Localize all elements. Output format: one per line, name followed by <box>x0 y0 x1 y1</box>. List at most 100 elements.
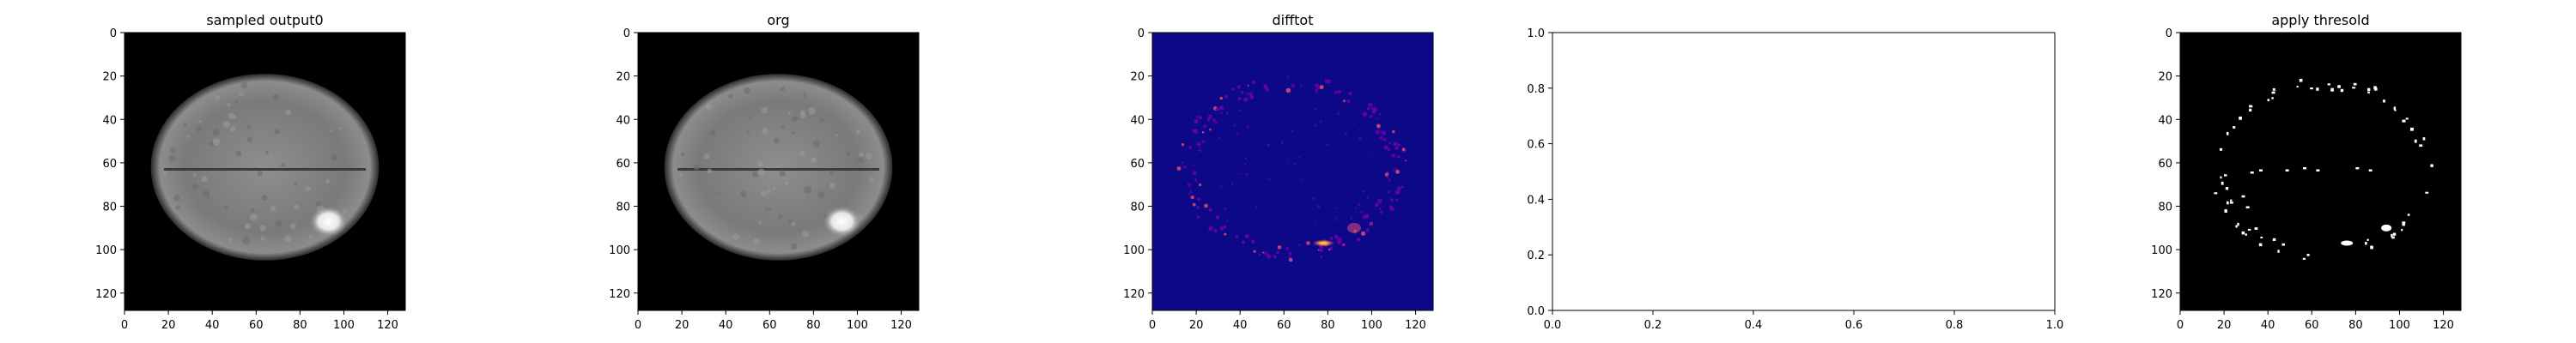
diff-speck <box>1391 153 1396 158</box>
y-tick-label: 120 <box>95 288 117 301</box>
diff-speck <box>1319 85 1324 90</box>
diff-speck <box>1237 96 1242 101</box>
tissue-texture <box>791 222 795 226</box>
mask-blob <box>2381 224 2392 232</box>
diff-speck <box>1267 178 1270 181</box>
tissue-texture <box>780 87 785 92</box>
y-tick-label: 0.6 <box>1527 139 1545 152</box>
tissue-texture <box>222 121 230 129</box>
x-tick-label: 20 <box>675 319 690 332</box>
diff-speck <box>1300 84 1303 87</box>
tissue-texture <box>760 190 767 196</box>
tissue-texture <box>732 233 740 241</box>
diff-speck <box>1243 163 1247 165</box>
x-tick-label: 100 <box>847 319 868 332</box>
tissue-texture <box>173 194 180 202</box>
diff-speck <box>1394 146 1399 150</box>
diff-speck <box>1382 130 1387 135</box>
diff-speck <box>1397 186 1401 191</box>
mask-speck <box>2382 99 2385 103</box>
x-tick-label: 0.0 <box>1544 319 1562 332</box>
x-tick-label: 1.0 <box>2046 319 2064 332</box>
diff-speck <box>1220 111 1224 115</box>
x-tick-label: 0.4 <box>1745 319 1763 332</box>
x-tick-label: 0.6 <box>1845 319 1863 332</box>
diff-speck <box>1317 249 1320 251</box>
diff-speck <box>1199 116 1203 120</box>
tissue-texture <box>728 93 733 99</box>
diff-speck <box>1249 92 1254 96</box>
diff-speck <box>1241 240 1246 244</box>
tissue-texture <box>234 99 239 105</box>
diff-speck <box>1390 198 1394 202</box>
diff-speck <box>1389 207 1394 212</box>
diff-speck <box>1253 250 1256 253</box>
diff-speck <box>1393 141 1398 147</box>
diff-speck <box>1283 180 1285 183</box>
tissue-texture <box>787 111 791 115</box>
diff-speck <box>1315 89 1318 93</box>
diff-speck <box>1244 233 1249 238</box>
diff-speck <box>1329 236 1334 240</box>
tissue-texture <box>209 141 215 147</box>
diff-speck <box>1354 207 1358 209</box>
diff-speck <box>1320 255 1323 258</box>
tissue-texture <box>284 235 292 244</box>
x-tick-label: 20 <box>2217 319 2232 332</box>
diff-speck <box>1288 251 1292 256</box>
diff-speck <box>1286 76 1289 79</box>
diff-speck <box>1394 190 1400 195</box>
diff-speck <box>1190 196 1194 200</box>
diff-speck <box>1201 131 1205 134</box>
diff-speck <box>1384 172 1389 177</box>
tissue-texture <box>819 117 824 123</box>
panel-title: difftot <box>1273 12 1314 28</box>
diff-speck <box>1258 253 1261 256</box>
tissue-texture <box>169 147 176 153</box>
mask-speck <box>2239 116 2242 120</box>
tissue-texture <box>274 129 281 135</box>
diff-speck <box>1401 147 1406 151</box>
tissue-texture <box>845 151 851 156</box>
diff-speck <box>1358 137 1362 141</box>
y-tick-label: 80 <box>102 202 117 214</box>
diff-speck <box>1334 90 1338 94</box>
diff-speck <box>1197 197 1201 202</box>
diff-speck <box>1334 218 1337 221</box>
y-tick-label: 20 <box>102 71 117 84</box>
mask-speck <box>2402 221 2406 224</box>
x-tick-label: 0 <box>121 319 128 332</box>
tissue-texture <box>829 169 834 174</box>
diff-speck <box>1405 159 1407 162</box>
tissue-texture <box>748 117 752 120</box>
y-tick-label: 60 <box>102 158 117 171</box>
diff-speck <box>1203 124 1207 129</box>
axes-frame <box>2179 32 2462 311</box>
diff-speck <box>1226 220 1228 223</box>
diff-speck <box>1225 111 1229 115</box>
tissue-texture <box>784 181 789 185</box>
diff-speck <box>1319 120 1322 123</box>
panel-title: apply thresold <box>2271 12 2369 28</box>
diff-speck <box>1188 146 1193 150</box>
tissue-texture <box>249 214 258 221</box>
tissue-texture <box>801 230 809 238</box>
lesion <box>823 206 861 238</box>
mask-speck <box>2214 192 2218 195</box>
mask-speck <box>2405 117 2409 120</box>
tissue-texture <box>305 186 311 192</box>
y-tick-label: 0 <box>1138 27 1145 40</box>
diff-speck <box>1297 244 1301 246</box>
diff-speck <box>1400 185 1404 189</box>
tissue-texture <box>308 235 313 240</box>
diff-speck <box>1329 246 1334 250</box>
axes-frame <box>1552 32 2056 311</box>
tissue-texture <box>705 103 713 111</box>
mask-speck <box>2277 250 2280 253</box>
x-tick-label: 40 <box>1233 319 1248 332</box>
diff-speck <box>1397 142 1401 147</box>
diff-speck <box>1206 117 1211 122</box>
diff-speck <box>1342 244 1346 246</box>
x-tick-label: 20 <box>161 319 176 332</box>
y-tick-label: 120 <box>609 288 630 301</box>
